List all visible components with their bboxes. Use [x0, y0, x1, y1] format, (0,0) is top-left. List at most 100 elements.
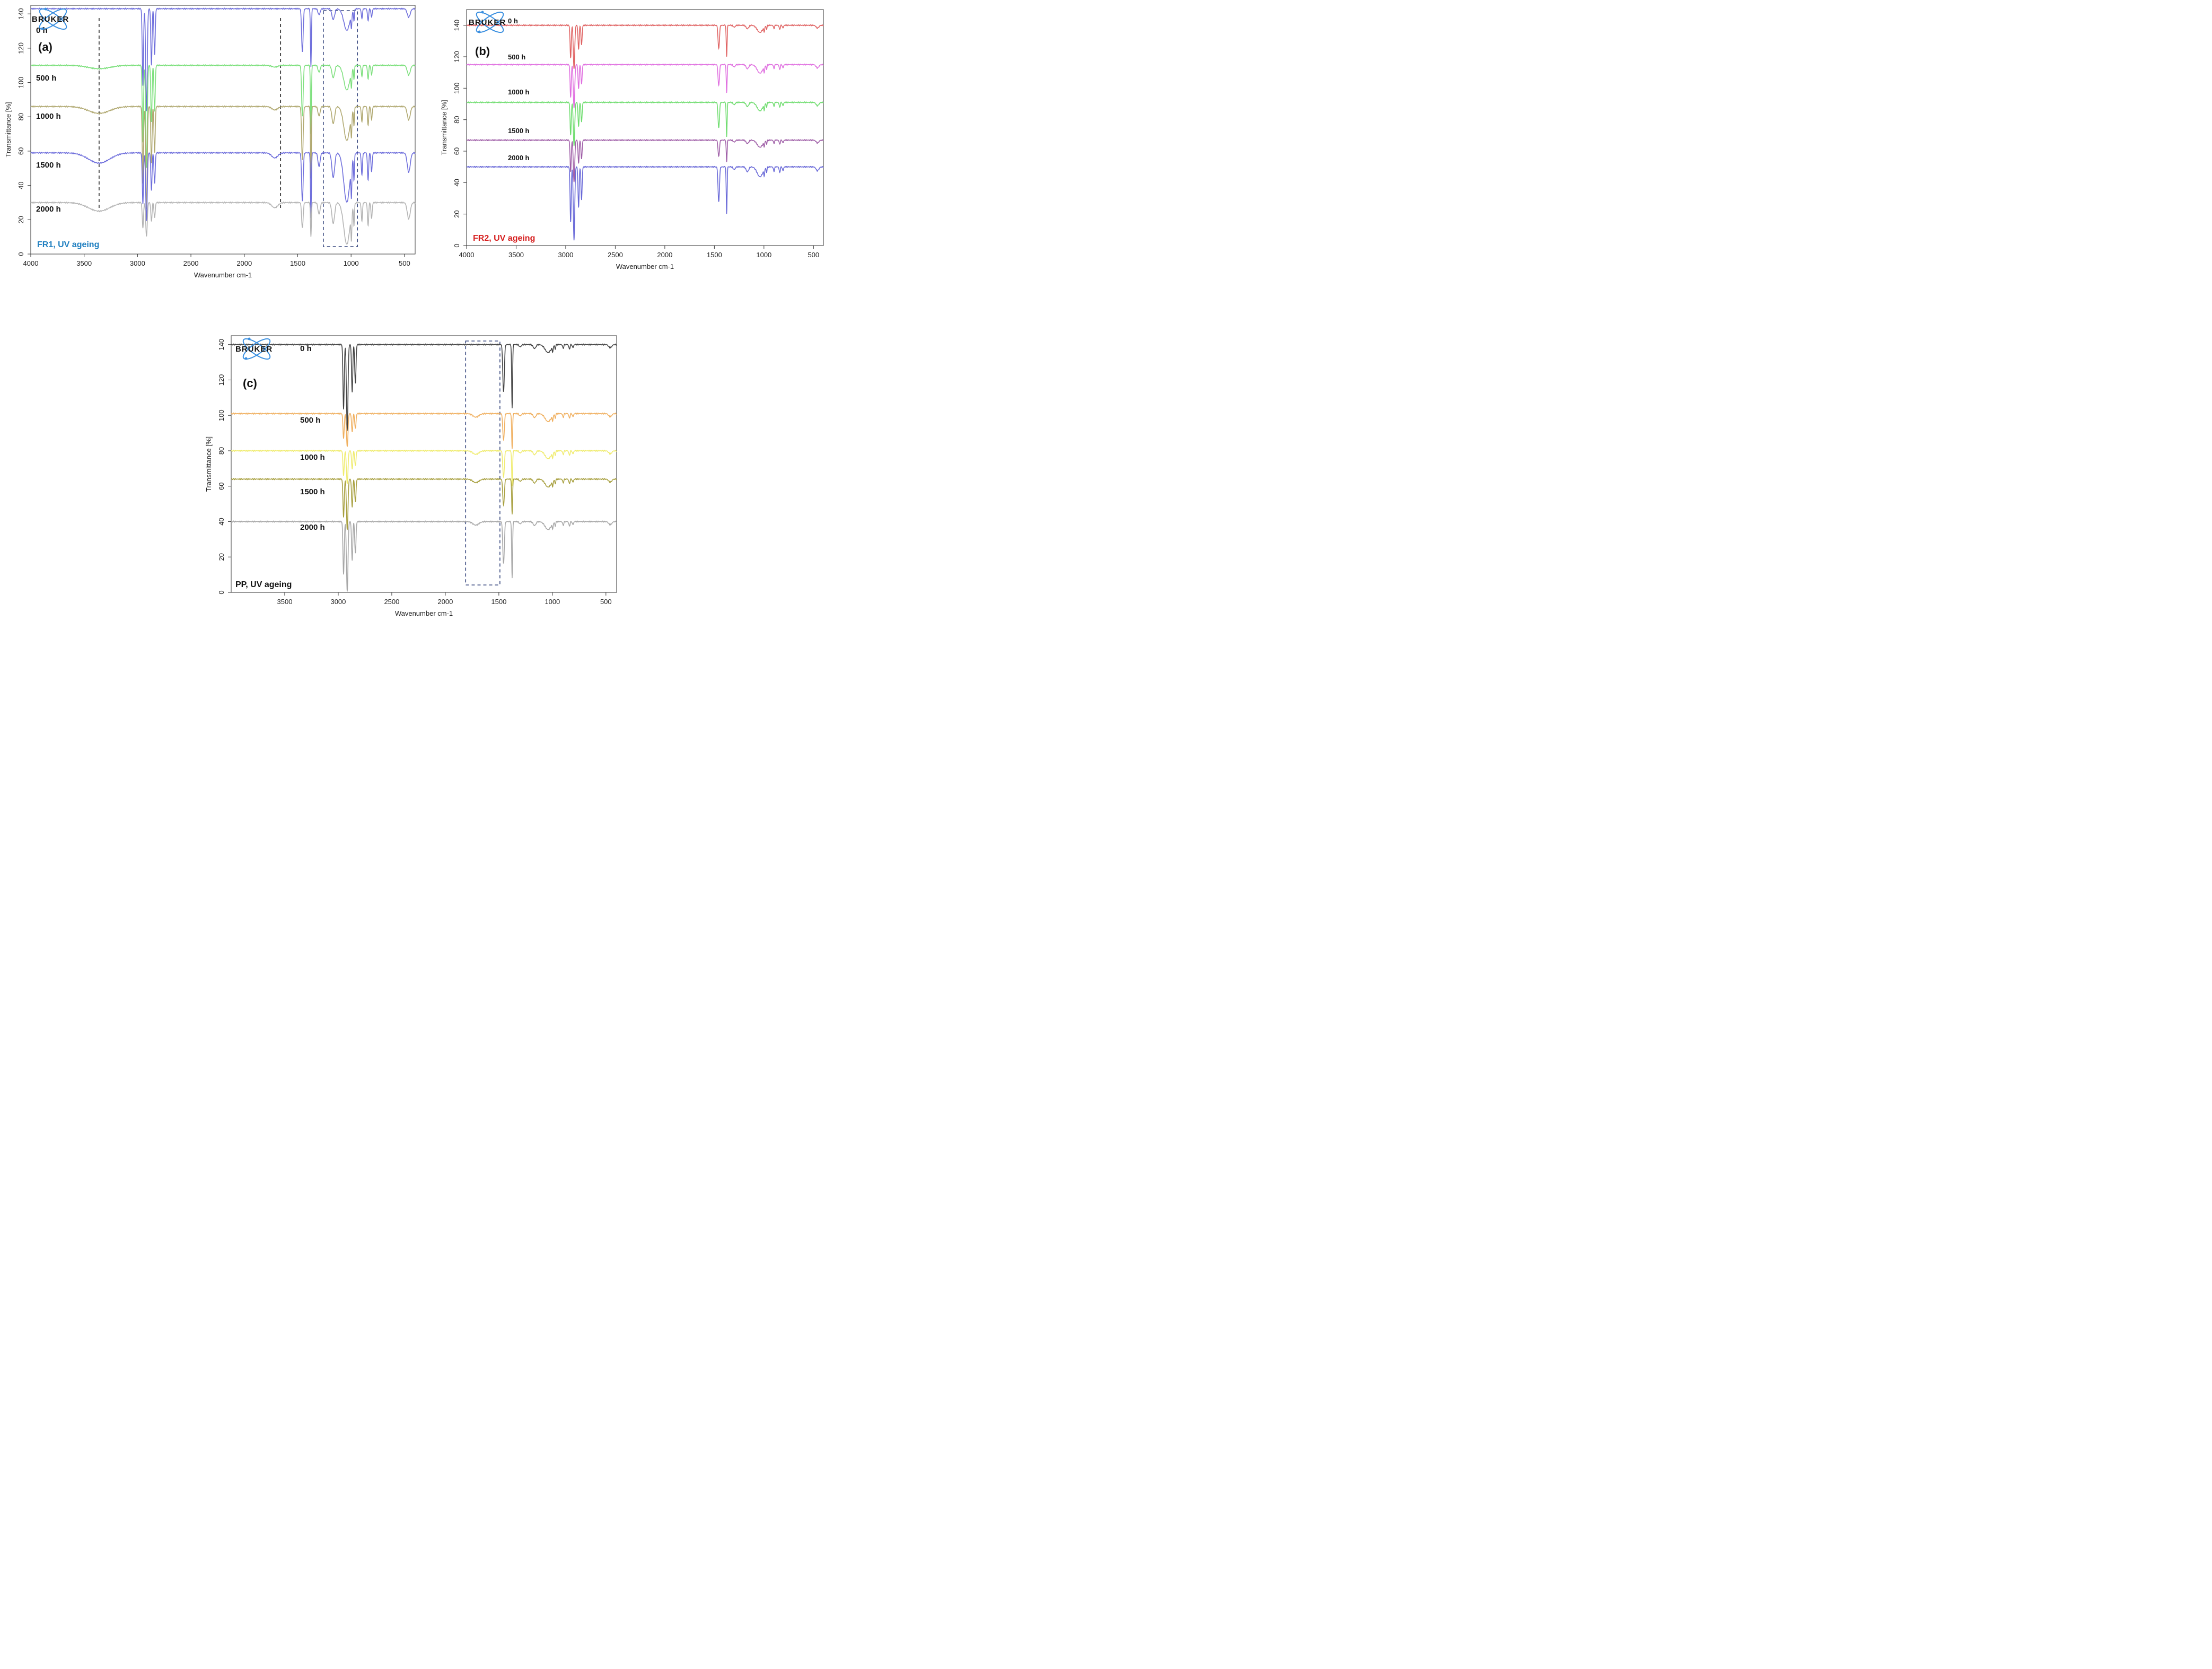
y-tick-label: 140	[453, 20, 461, 31]
series-label: 0 h	[508, 17, 518, 25]
y-tick-label: 0	[453, 243, 461, 247]
series-label: 0 h	[300, 344, 312, 353]
panel-label: (b)	[475, 45, 490, 58]
y-tick-label: 60	[453, 147, 461, 155]
series-label: 1500 h	[300, 487, 325, 496]
series-line	[231, 449, 617, 486]
series-label: 500 h	[300, 416, 320, 425]
series-line	[466, 63, 824, 109]
x-tick-label: 1500	[707, 251, 722, 259]
plot-frame	[231, 335, 617, 593]
y-tick-label: 40	[17, 181, 25, 189]
y-tick-label: 20	[17, 216, 25, 223]
x-tick-label: 3000	[130, 259, 145, 267]
series-label: 2000 h	[300, 523, 325, 532]
x-tick-label: 2000	[657, 251, 672, 259]
chart-caption: FR1, UV ageing	[37, 240, 99, 249]
series-line	[30, 64, 416, 168]
figure-canvas: 4000 3500 3000 2500 2000 1500 1000 500020406080…	[4, 5, 824, 617]
chart-caption: FR2, UV ageing	[473, 234, 535, 243]
x-tick-label: 500	[807, 251, 819, 259]
panel-label: (c)	[243, 377, 257, 390]
y-tick-label: 80	[217, 447, 225, 455]
x-tick-label: 500	[399, 259, 410, 267]
y-tick-label: 100	[217, 409, 225, 421]
y-axis-title: Transmittance [%]	[440, 100, 448, 155]
series-line	[466, 101, 824, 146]
series-label: 0 h	[36, 26, 48, 35]
series-label: 500 h	[508, 53, 525, 61]
series-line	[231, 520, 617, 592]
series-line	[466, 165, 824, 241]
y-tick-label: 40	[217, 518, 225, 525]
series-line	[466, 24, 824, 69]
y-tick-label: 0	[17, 252, 25, 256]
logo-electron-icon	[478, 30, 481, 33]
x-tick-label: 3500	[76, 259, 92, 267]
series-label: 1500 h	[36, 161, 61, 170]
series-line	[231, 412, 617, 449]
y-tick-label: 40	[453, 179, 461, 186]
y-tick-label: 120	[217, 374, 225, 386]
logo-orbit-2	[476, 11, 504, 33]
logo-orbit-2	[39, 8, 67, 30]
x-tick-label: 4000	[459, 251, 475, 259]
y-tick-label: 60	[217, 482, 225, 490]
x-tick-label: 2500	[384, 598, 399, 606]
series-line	[231, 343, 617, 431]
logo-electron-icon	[244, 357, 248, 360]
y-tick-label: 80	[17, 113, 25, 120]
x-axis-title: Wavenumber cm-1	[194, 271, 252, 279]
series-label: 2000 h	[508, 154, 530, 162]
series-label: 1000 h	[300, 453, 325, 462]
series-label: 500 h	[36, 74, 56, 83]
series-line	[466, 139, 824, 182]
y-tick-label: 0	[217, 590, 225, 594]
series-line	[30, 105, 416, 209]
y-tick-label: 140	[17, 8, 25, 20]
x-tick-label: 2500	[183, 259, 199, 267]
bruker-logo: BRUKER	[32, 7, 68, 30]
series-label: 2000 h	[36, 205, 61, 214]
x-tick-label: 3000	[558, 251, 573, 259]
y-tick-label: 100	[453, 82, 461, 94]
x-tick-label: 1000	[344, 259, 359, 267]
x-axis-title: Wavenumber cm-1	[395, 609, 453, 617]
x-tick-label: 500	[600, 598, 612, 606]
x-tick-label: 3500	[508, 251, 524, 259]
highlight-region-box	[465, 340, 501, 586]
x-tick-label: 2500	[608, 251, 623, 259]
chart-panel-a: 4000 3500 3000 2500 2000 1500 1000 500 0 20 40 60 80…	[4, 5, 416, 279]
x-tick-label: 3500	[277, 598, 293, 606]
panel-label: (a)	[38, 40, 52, 54]
series-label: 1000 h	[508, 88, 530, 96]
logo-text: BRUKER	[235, 345, 273, 354]
y-tick-label: 100	[17, 77, 25, 89]
bruker-logo: BRUKER	[469, 11, 505, 33]
y-axis-title: Transmittance [%]	[205, 436, 213, 492]
chart-panel-b: 4000 3500 3000 2500 2000 1500 1000 500 0 20 40 60 80…	[440, 9, 824, 270]
y-axis-title: Transmittance [%]	[4, 102, 12, 157]
series-line	[30, 7, 416, 111]
x-tick-label: 2000	[437, 598, 453, 606]
y-tick-label: 20	[217, 553, 225, 561]
bruker-logo: BRUKER	[235, 337, 273, 360]
series-label: 1500 h	[508, 127, 530, 135]
highlight-region-box	[323, 10, 358, 247]
logo-electron-icon	[44, 7, 47, 11]
y-tick-label: 120	[453, 51, 461, 63]
chart-panel-c: 3500 3000 2500 2000 1500 1000 500 0 20 40 60 80 100 1…	[205, 335, 617, 617]
logo-orbit-1	[39, 8, 67, 30]
y-tick-label: 140	[217, 339, 225, 351]
logo-orbit-1	[476, 11, 504, 33]
x-tick-label: 3000	[330, 598, 346, 606]
x-axis-title: Wavenumber cm-1	[616, 263, 674, 270]
series-line	[231, 478, 617, 530]
series-line	[30, 201, 416, 245]
logo-orbit-2	[242, 338, 271, 360]
x-tick-label: 1000	[545, 598, 560, 606]
series-line	[30, 151, 416, 221]
logo-orbit-1	[242, 338, 271, 360]
x-tick-label: 1000	[756, 251, 771, 259]
y-tick-label: 20	[453, 210, 461, 217]
